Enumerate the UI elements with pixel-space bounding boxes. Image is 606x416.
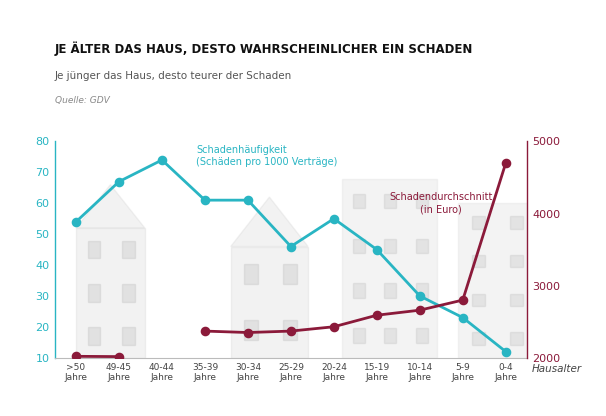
Bar xyxy=(384,238,396,253)
Bar xyxy=(353,238,365,253)
Bar xyxy=(472,216,485,229)
Point xyxy=(71,218,81,225)
Point xyxy=(286,243,296,250)
Bar xyxy=(88,327,101,345)
Text: Quelle: GDV: Quelle: GDV xyxy=(55,96,109,105)
Bar xyxy=(88,240,101,258)
Point xyxy=(458,297,468,303)
Text: Schadenhäufigkeit
(Schäden pro 1000 Verträge): Schadenhäufigkeit (Schäden pro 1000 Vert… xyxy=(196,144,338,167)
Point xyxy=(114,353,124,360)
Bar xyxy=(231,247,308,358)
Point xyxy=(501,160,511,166)
Point xyxy=(200,197,210,203)
Bar xyxy=(122,284,135,302)
Bar xyxy=(416,238,428,253)
Point xyxy=(372,246,382,253)
Point xyxy=(200,328,210,334)
Point xyxy=(114,178,124,185)
Polygon shape xyxy=(231,197,308,247)
Text: JE ÄLTER DAS HAUS, DESTO WAHRSCHEINLICHER EIN SCHADEN: JE ÄLTER DAS HAUS, DESTO WAHRSCHEINLICHE… xyxy=(55,42,473,56)
Point xyxy=(157,157,167,163)
Bar xyxy=(282,319,297,340)
Bar xyxy=(353,283,365,298)
Bar xyxy=(384,283,396,298)
Bar xyxy=(88,284,101,302)
Point xyxy=(286,328,296,334)
Bar xyxy=(353,328,365,342)
Bar xyxy=(384,194,396,208)
Bar xyxy=(244,319,258,340)
Point xyxy=(415,292,425,299)
Point xyxy=(329,215,339,222)
Bar xyxy=(353,194,365,208)
Point xyxy=(243,197,253,203)
Bar xyxy=(472,294,485,306)
Point xyxy=(415,307,425,314)
Bar xyxy=(384,328,396,342)
Point xyxy=(329,323,339,330)
Bar xyxy=(416,328,428,342)
Bar xyxy=(416,283,428,298)
Bar xyxy=(510,255,524,267)
Bar xyxy=(472,332,485,344)
Point xyxy=(458,314,468,321)
Bar xyxy=(122,240,135,258)
Bar xyxy=(510,216,524,229)
Bar xyxy=(282,264,297,285)
Bar xyxy=(416,194,428,208)
Text: Je jünger das Haus, desto teurer der Schaden: Je jünger das Haus, desto teurer der Sch… xyxy=(55,71,292,81)
Bar xyxy=(244,264,258,285)
Point xyxy=(71,353,81,360)
Bar xyxy=(510,294,524,306)
Bar xyxy=(342,178,437,358)
Point xyxy=(372,312,382,319)
Text: Hausalter: Hausalter xyxy=(531,364,582,374)
Bar xyxy=(510,332,524,344)
Bar xyxy=(472,255,485,267)
Bar xyxy=(76,228,145,358)
Point xyxy=(501,348,511,355)
Polygon shape xyxy=(76,185,145,228)
Bar xyxy=(459,203,536,358)
Text: Schadendurchschnitt
(in Euro): Schadendurchschnitt (in Euro) xyxy=(390,192,493,214)
Point xyxy=(243,329,253,336)
Bar xyxy=(122,327,135,345)
